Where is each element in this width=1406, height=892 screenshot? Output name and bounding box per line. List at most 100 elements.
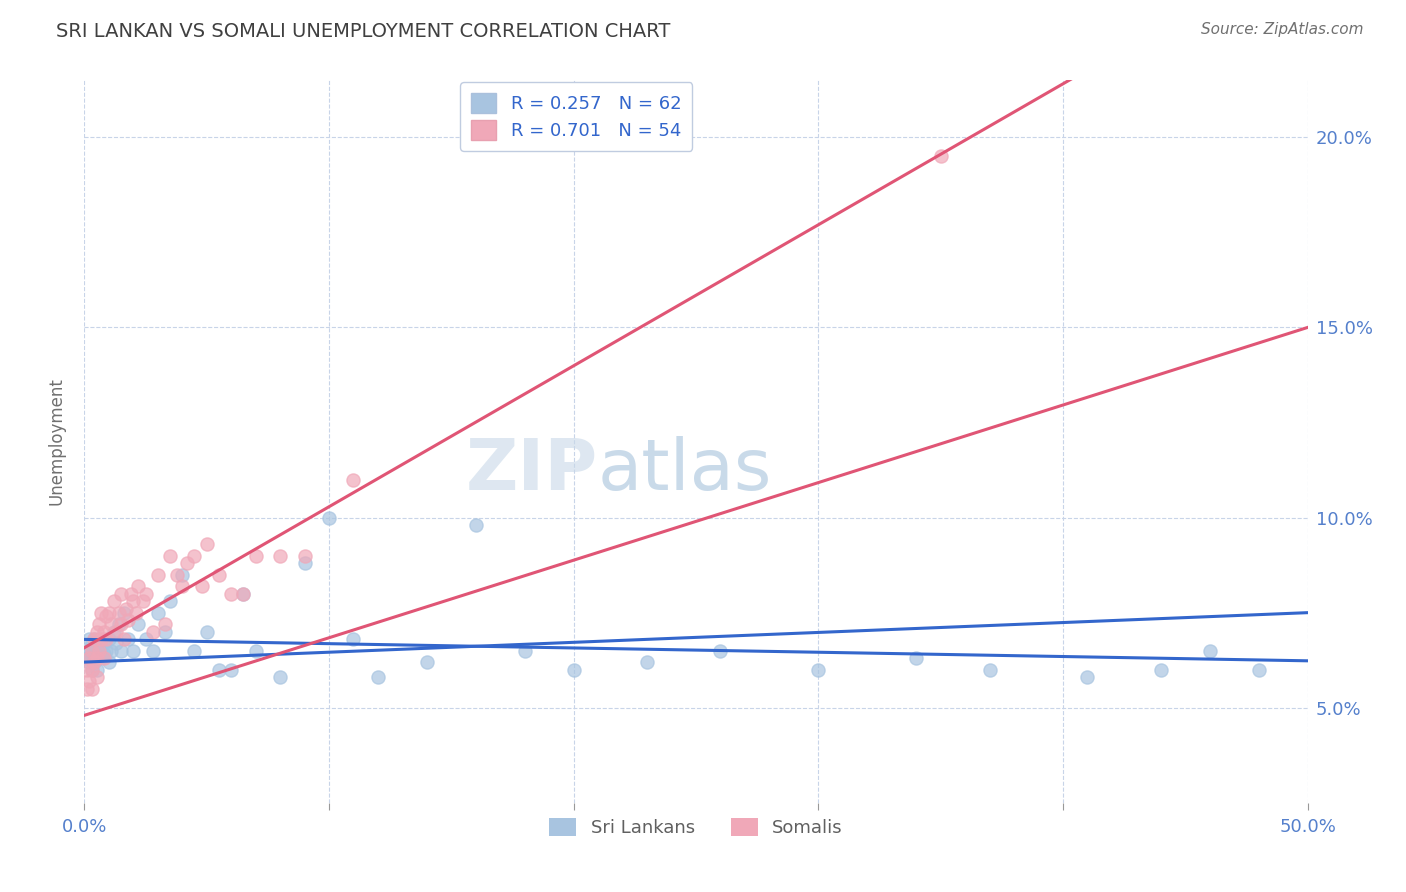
Point bbox=[86, 651, 108, 665]
Point bbox=[979, 663, 1001, 677]
Point bbox=[232, 587, 254, 601]
Point bbox=[112, 606, 135, 620]
Point bbox=[83, 655, 105, 669]
Point bbox=[416, 655, 439, 669]
Point bbox=[269, 549, 291, 563]
Point bbox=[245, 549, 267, 563]
Point bbox=[195, 537, 218, 551]
Point bbox=[86, 663, 108, 677]
Point bbox=[83, 632, 105, 647]
Point bbox=[562, 663, 585, 677]
Point bbox=[153, 624, 176, 639]
Point bbox=[166, 567, 188, 582]
Point bbox=[90, 632, 112, 647]
Point bbox=[77, 643, 100, 657]
Point bbox=[87, 643, 110, 657]
Point bbox=[90, 651, 112, 665]
Point bbox=[183, 549, 205, 563]
Point bbox=[269, 670, 291, 684]
Point bbox=[709, 643, 731, 657]
Point bbox=[195, 624, 218, 639]
Point bbox=[513, 643, 536, 657]
Point bbox=[110, 643, 132, 657]
Point bbox=[367, 670, 389, 684]
Point bbox=[208, 567, 231, 582]
Text: SRI LANKAN VS SOMALI UNEMPLOYMENT CORRELATION CHART: SRI LANKAN VS SOMALI UNEMPLOYMENT CORREL… bbox=[56, 22, 671, 41]
Point bbox=[191, 579, 214, 593]
Point bbox=[76, 643, 98, 657]
Text: ZIP: ZIP bbox=[465, 436, 598, 505]
Point bbox=[636, 655, 658, 669]
Point bbox=[1150, 663, 1173, 677]
Point bbox=[76, 651, 98, 665]
Point bbox=[125, 606, 148, 620]
Point bbox=[219, 587, 242, 601]
Point bbox=[135, 587, 157, 601]
Point bbox=[294, 556, 316, 570]
Point bbox=[219, 663, 242, 677]
Point bbox=[232, 587, 254, 601]
Text: Source: ZipAtlas.com: Source: ZipAtlas.com bbox=[1201, 22, 1364, 37]
Point bbox=[103, 594, 125, 608]
Point bbox=[183, 643, 205, 657]
Point bbox=[77, 674, 100, 689]
Point bbox=[117, 613, 139, 627]
Point bbox=[83, 643, 105, 657]
Point bbox=[80, 663, 103, 677]
Y-axis label: Unemployment: Unemployment bbox=[48, 377, 66, 506]
Point bbox=[153, 617, 176, 632]
Point bbox=[318, 510, 340, 524]
Point bbox=[76, 663, 98, 677]
Point bbox=[208, 663, 231, 677]
Point bbox=[172, 567, 194, 582]
Point bbox=[905, 651, 928, 665]
Point bbox=[86, 651, 108, 665]
Point bbox=[97, 632, 120, 647]
Point bbox=[87, 648, 110, 662]
Point bbox=[105, 624, 128, 639]
Point bbox=[342, 632, 364, 647]
Point bbox=[97, 655, 120, 669]
Point bbox=[87, 632, 110, 647]
Point bbox=[93, 648, 115, 662]
Point bbox=[86, 670, 108, 684]
Point bbox=[77, 655, 100, 669]
Point bbox=[122, 594, 145, 608]
Point bbox=[1247, 663, 1270, 677]
Point bbox=[807, 663, 830, 677]
Point bbox=[87, 617, 110, 632]
Point bbox=[90, 640, 112, 654]
Point bbox=[132, 594, 155, 608]
Point bbox=[146, 567, 169, 582]
Point bbox=[105, 636, 128, 650]
Point bbox=[96, 643, 118, 657]
Point bbox=[172, 579, 194, 593]
Legend: Sri Lankans, Somalis: Sri Lankans, Somalis bbox=[541, 811, 851, 845]
Point bbox=[159, 549, 181, 563]
Point bbox=[80, 681, 103, 696]
Point bbox=[96, 609, 118, 624]
Point bbox=[93, 624, 115, 639]
Point bbox=[97, 606, 120, 620]
Point bbox=[86, 624, 108, 639]
Point bbox=[159, 594, 181, 608]
Point bbox=[127, 617, 149, 632]
Point bbox=[342, 473, 364, 487]
Point bbox=[80, 636, 103, 650]
Point bbox=[77, 651, 100, 665]
Point bbox=[80, 643, 103, 657]
Point bbox=[176, 556, 198, 570]
Point bbox=[146, 606, 169, 620]
Point bbox=[90, 606, 112, 620]
Point bbox=[83, 632, 105, 647]
Point bbox=[107, 606, 129, 620]
Point bbox=[93, 651, 115, 665]
Point bbox=[464, 518, 486, 533]
Point bbox=[80, 663, 103, 677]
Point bbox=[80, 648, 103, 662]
Point bbox=[142, 624, 165, 639]
Point bbox=[112, 632, 135, 647]
Point bbox=[96, 632, 118, 647]
Point bbox=[117, 632, 139, 647]
Point bbox=[86, 640, 108, 654]
